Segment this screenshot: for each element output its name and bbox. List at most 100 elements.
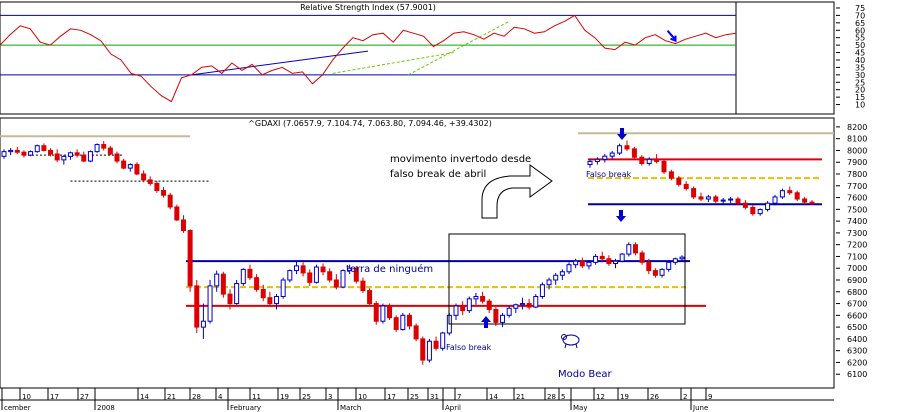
- price-dotted-lines: [23, 154, 211, 182]
- price-x-tick-label: 21: [516, 393, 525, 401]
- candle-body: [81, 154, 87, 162]
- candle-body: [493, 308, 499, 323]
- candle-body: [254, 277, 260, 290]
- annotation-falso-break-main: Falso break: [446, 343, 492, 352]
- candle-body: [154, 182, 160, 191]
- price-y-tick-label: 7100: [847, 252, 867, 261]
- candle-body: [293, 265, 299, 272]
- candle-body: [460, 305, 466, 312]
- price-x-tick-label: 9: [708, 393, 712, 401]
- inset-candle-body: [609, 152, 615, 157]
- candle-body: [426, 340, 432, 361]
- candle-body: [599, 255, 605, 260]
- price-x-tick-label: 2: [683, 393, 687, 401]
- candle-body: [539, 284, 545, 297]
- candle-body: [28, 151, 34, 156]
- price-x-tick-label: 4: [218, 393, 223, 401]
- candle-body: [161, 189, 167, 196]
- price-y-tick-label: 7300: [847, 229, 867, 238]
- inset-candle-body: [698, 196, 704, 200]
- price-x-tick-label: March: [340, 404, 361, 412]
- annotation-movimento-2: falso break de abril: [390, 169, 486, 180]
- price-y-tick-label: 7600: [847, 194, 867, 203]
- inset-candle-body: [624, 145, 630, 150]
- rsi-y-tick-label: 10: [855, 101, 865, 110]
- candle-body: [234, 283, 240, 305]
- inset-candle-body: [750, 206, 756, 215]
- rsi-y-tick-label: 55: [855, 34, 865, 43]
- price-y-tick-label: 7200: [847, 241, 867, 250]
- candle-body: [280, 279, 286, 297]
- candle-body: [1, 151, 7, 157]
- price-y-tick-label: 8000: [847, 146, 867, 155]
- price-x-tick-label: 14: [489, 393, 498, 401]
- inset-candle-body: [757, 208, 763, 215]
- candle-body: [333, 279, 339, 288]
- candle-body: [101, 144, 107, 149]
- candle-body: [187, 230, 193, 287]
- candle-body: [533, 295, 539, 308]
- candle-body: [287, 270, 293, 281]
- inset-candle-body: [602, 155, 608, 160]
- candle-body: [652, 270, 658, 276]
- down-arrow-icon: [617, 128, 627, 140]
- price-x-tick-label: June: [692, 404, 708, 412]
- candle-body: [67, 152, 73, 157]
- candle-body: [579, 260, 585, 267]
- price-x-tick-label: 27: [80, 393, 89, 401]
- candle-body: [367, 290, 373, 305]
- candle-body: [340, 270, 346, 288]
- candle-body: [174, 206, 180, 221]
- candle-body: [373, 303, 379, 322]
- candle-body: [300, 265, 306, 274]
- rsi-arrows: [666, 30, 677, 43]
- candle-body: [134, 164, 140, 175]
- candle-body: [666, 261, 672, 270]
- rsi-y-tick-label: 70: [855, 11, 865, 20]
- curved-arrow-icon: [481, 164, 553, 219]
- inset-candle-body: [802, 198, 808, 203]
- rsi-trendlines: [191, 20, 510, 76]
- price-x-tick-label: 7: [457, 393, 461, 401]
- candle-body: [672, 258, 678, 263]
- price-x-tick-label: 26: [650, 393, 659, 401]
- candle-body: [406, 314, 412, 327]
- price-y-tick-label: 6200: [847, 358, 867, 367]
- inset-candles: [587, 140, 815, 216]
- rsi-line: [0, 14, 737, 103]
- rsi-panel: [0, 1, 835, 115]
- candle-body: [180, 219, 186, 232]
- candle-body: [632, 244, 638, 254]
- candle-body: [679, 256, 685, 260]
- price-y-tick-label: 8100: [847, 135, 867, 144]
- rsi-y-tick-label: 50: [855, 41, 865, 50]
- rsi-y-tick-label: 40: [855, 56, 865, 65]
- inset-candle-body: [617, 145, 623, 154]
- inset-candle-body: [691, 188, 697, 198]
- candle-body: [473, 295, 479, 300]
- inset-candle-body: [646, 158, 652, 165]
- candle-body: [21, 151, 27, 156]
- candle-body: [247, 268, 253, 279]
- candle-body: [54, 153, 60, 161]
- candle-body: [360, 280, 366, 292]
- price-x-tick-label: April: [445, 404, 461, 412]
- candle-body: [313, 266, 319, 283]
- rsi-title: Relative Strength Index (57.9001): [300, 3, 436, 12]
- price-title: ^GDAXI (7.0657.9, 7.104.74, 7.063.80, 7.…: [248, 119, 492, 128]
- candle-body: [74, 152, 80, 156]
- candle-body: [613, 260, 619, 265]
- price-y-tick-label: 6800: [847, 288, 867, 297]
- up-arrow-icon: [481, 316, 491, 328]
- inset-candle-body: [742, 202, 748, 208]
- rsi-y-tick-label: 75: [855, 4, 865, 13]
- price-x-tick-label: 19: [620, 393, 629, 401]
- candle-body: [260, 288, 266, 299]
- price-x-tick-label: 21: [167, 393, 176, 401]
- rsi-trendline: [332, 52, 454, 74]
- candle-body: [513, 304, 519, 309]
- annotation-movimento-1: movimento invertodo desde: [390, 154, 531, 165]
